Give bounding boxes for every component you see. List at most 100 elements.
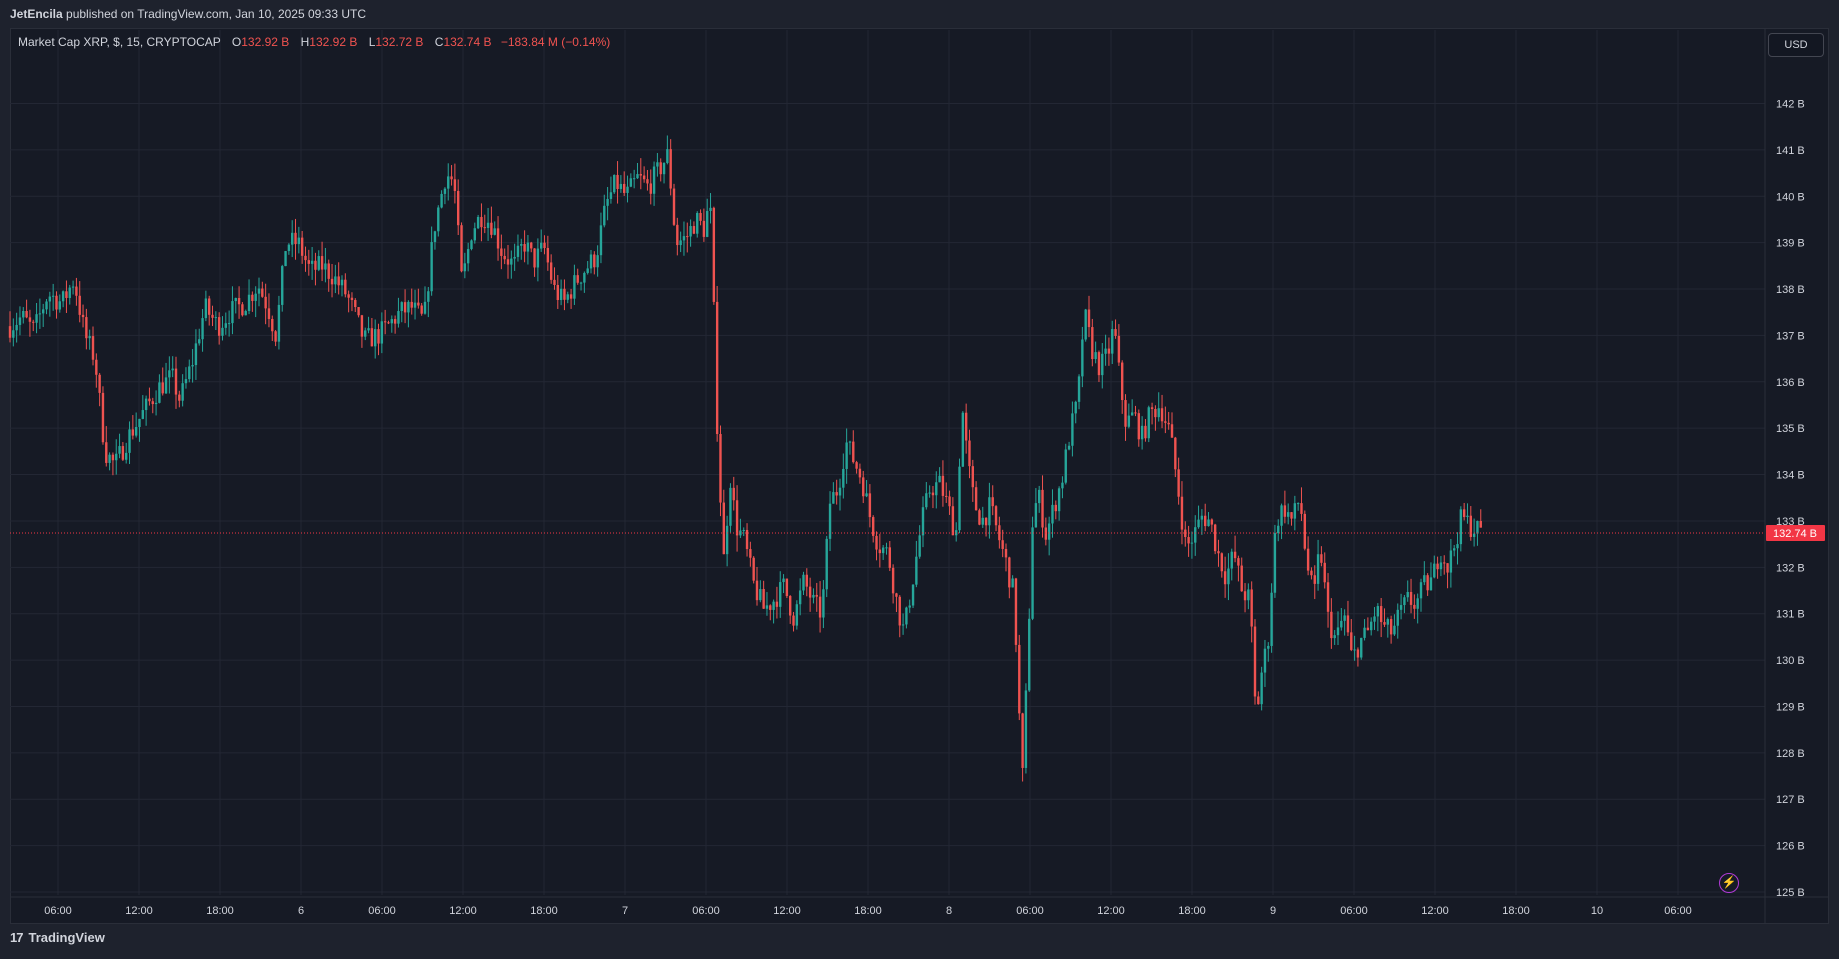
- y-tick-label: 128 B: [1776, 748, 1805, 760]
- candle-body: [65, 291, 68, 298]
- candle-body: [858, 468, 862, 478]
- candle-body: [1028, 618, 1031, 691]
- candle-body: [632, 178, 636, 180]
- candle-body: [1227, 568, 1230, 585]
- candle-body: [307, 260, 310, 264]
- candle-body: [955, 530, 958, 536]
- candle-body: [1104, 348, 1107, 354]
- candle-body: [1140, 425, 1144, 440]
- candle-body: [925, 493, 928, 508]
- candle-body: [1067, 445, 1071, 450]
- candle-body: [543, 242, 546, 249]
- candle-body: [161, 382, 164, 394]
- candle-body: [1210, 519, 1214, 525]
- candle-body: [689, 226, 692, 237]
- candle-body: [387, 322, 390, 324]
- candle-body: [935, 482, 938, 496]
- candle-body: [789, 596, 792, 616]
- candle-body: [490, 222, 493, 235]
- x-tick-label: 06:00: [692, 905, 720, 917]
- candle-body: [374, 329, 377, 347]
- candle-body: [1117, 335, 1121, 363]
- candle-body: [1366, 627, 1370, 631]
- candle-body: [15, 324, 18, 331]
- candle-body: [825, 538, 828, 590]
- candle-body: [881, 547, 885, 554]
- x-tick-label: 06:00: [1664, 905, 1692, 917]
- candle-body: [500, 248, 503, 256]
- candle-body: [1303, 513, 1306, 549]
- candle-body: [277, 304, 281, 342]
- candle-body: [589, 254, 593, 269]
- candle-body: [397, 311, 400, 324]
- candle-body: [1150, 407, 1154, 410]
- candle-body: [1247, 589, 1250, 601]
- candle-body: [148, 398, 151, 402]
- candle-body: [81, 314, 85, 318]
- candle-body: [941, 475, 945, 496]
- candle-body: [1260, 672, 1263, 705]
- candle-body: [1038, 489, 1041, 504]
- candle-body: [868, 493, 872, 518]
- chart-frame[interactable]: [10, 28, 1829, 924]
- candle-body: [1399, 605, 1403, 610]
- footer-brand[interactable]: 17 TradingView: [10, 930, 105, 945]
- candle-body: [835, 492, 838, 496]
- candle-body: [334, 276, 337, 285]
- candle-body: [1167, 422, 1170, 425]
- y-tick-label: 129 B: [1776, 701, 1805, 713]
- candle-body: [1363, 627, 1366, 638]
- candle-body: [254, 293, 257, 301]
- candle-body: [58, 301, 61, 310]
- candle-body: [1074, 401, 1077, 414]
- candle-body: [613, 174, 616, 193]
- candle-body: [1316, 554, 1320, 584]
- candle-body: [1051, 504, 1054, 524]
- candle-body: [516, 245, 520, 257]
- currency-button[interactable]: USD: [1768, 33, 1824, 57]
- candle-body: [1177, 469, 1180, 497]
- candle-body: [377, 329, 380, 344]
- candle-body: [752, 557, 755, 581]
- candle-body: [762, 589, 765, 609]
- candle-body: [1137, 413, 1140, 440]
- candle-body: [151, 401, 154, 405]
- candle-body: [576, 275, 579, 283]
- candle-body: [440, 193, 443, 208]
- candle-body: [1004, 548, 1008, 558]
- candle-body: [1313, 575, 1316, 584]
- candle-body: [1190, 542, 1194, 544]
- candle-body: [1084, 309, 1087, 340]
- candle-body: [1121, 362, 1124, 401]
- tradingview-logo-icon: 17: [10, 930, 24, 945]
- candle-body: [304, 255, 307, 261]
- candle-body: [357, 307, 360, 316]
- candle-body: [1077, 376, 1081, 402]
- y-tick-label: 132 B: [1776, 562, 1805, 574]
- candle-body: [1184, 529, 1187, 538]
- legend-close-value: 132.74 B: [443, 35, 492, 49]
- candle-body: [533, 248, 536, 268]
- candle-body: [725, 525, 729, 555]
- candle-body: [413, 302, 417, 308]
- lightning-icon[interactable]: ⚡: [1719, 873, 1739, 893]
- candle-body: [606, 198, 609, 206]
- candle-body: [12, 330, 15, 338]
- candle-body: [257, 288, 261, 294]
- candle-body: [828, 503, 832, 539]
- candle-body: [540, 242, 543, 249]
- candle-body: [692, 226, 696, 234]
- candle-body: [769, 605, 772, 610]
- candle-body: [792, 615, 795, 626]
- candle-body: [227, 323, 231, 325]
- candle-body: [699, 212, 702, 221]
- candle-body: [1213, 524, 1217, 552]
- candle-body: [656, 162, 659, 167]
- y-tick-label: 134 B: [1776, 470, 1805, 482]
- y-tick-label: 142 B: [1776, 99, 1805, 111]
- x-tick-label: 10: [1591, 905, 1603, 917]
- candle-body: [719, 434, 722, 503]
- candle-body: [872, 517, 875, 536]
- candle-body: [1373, 616, 1376, 622]
